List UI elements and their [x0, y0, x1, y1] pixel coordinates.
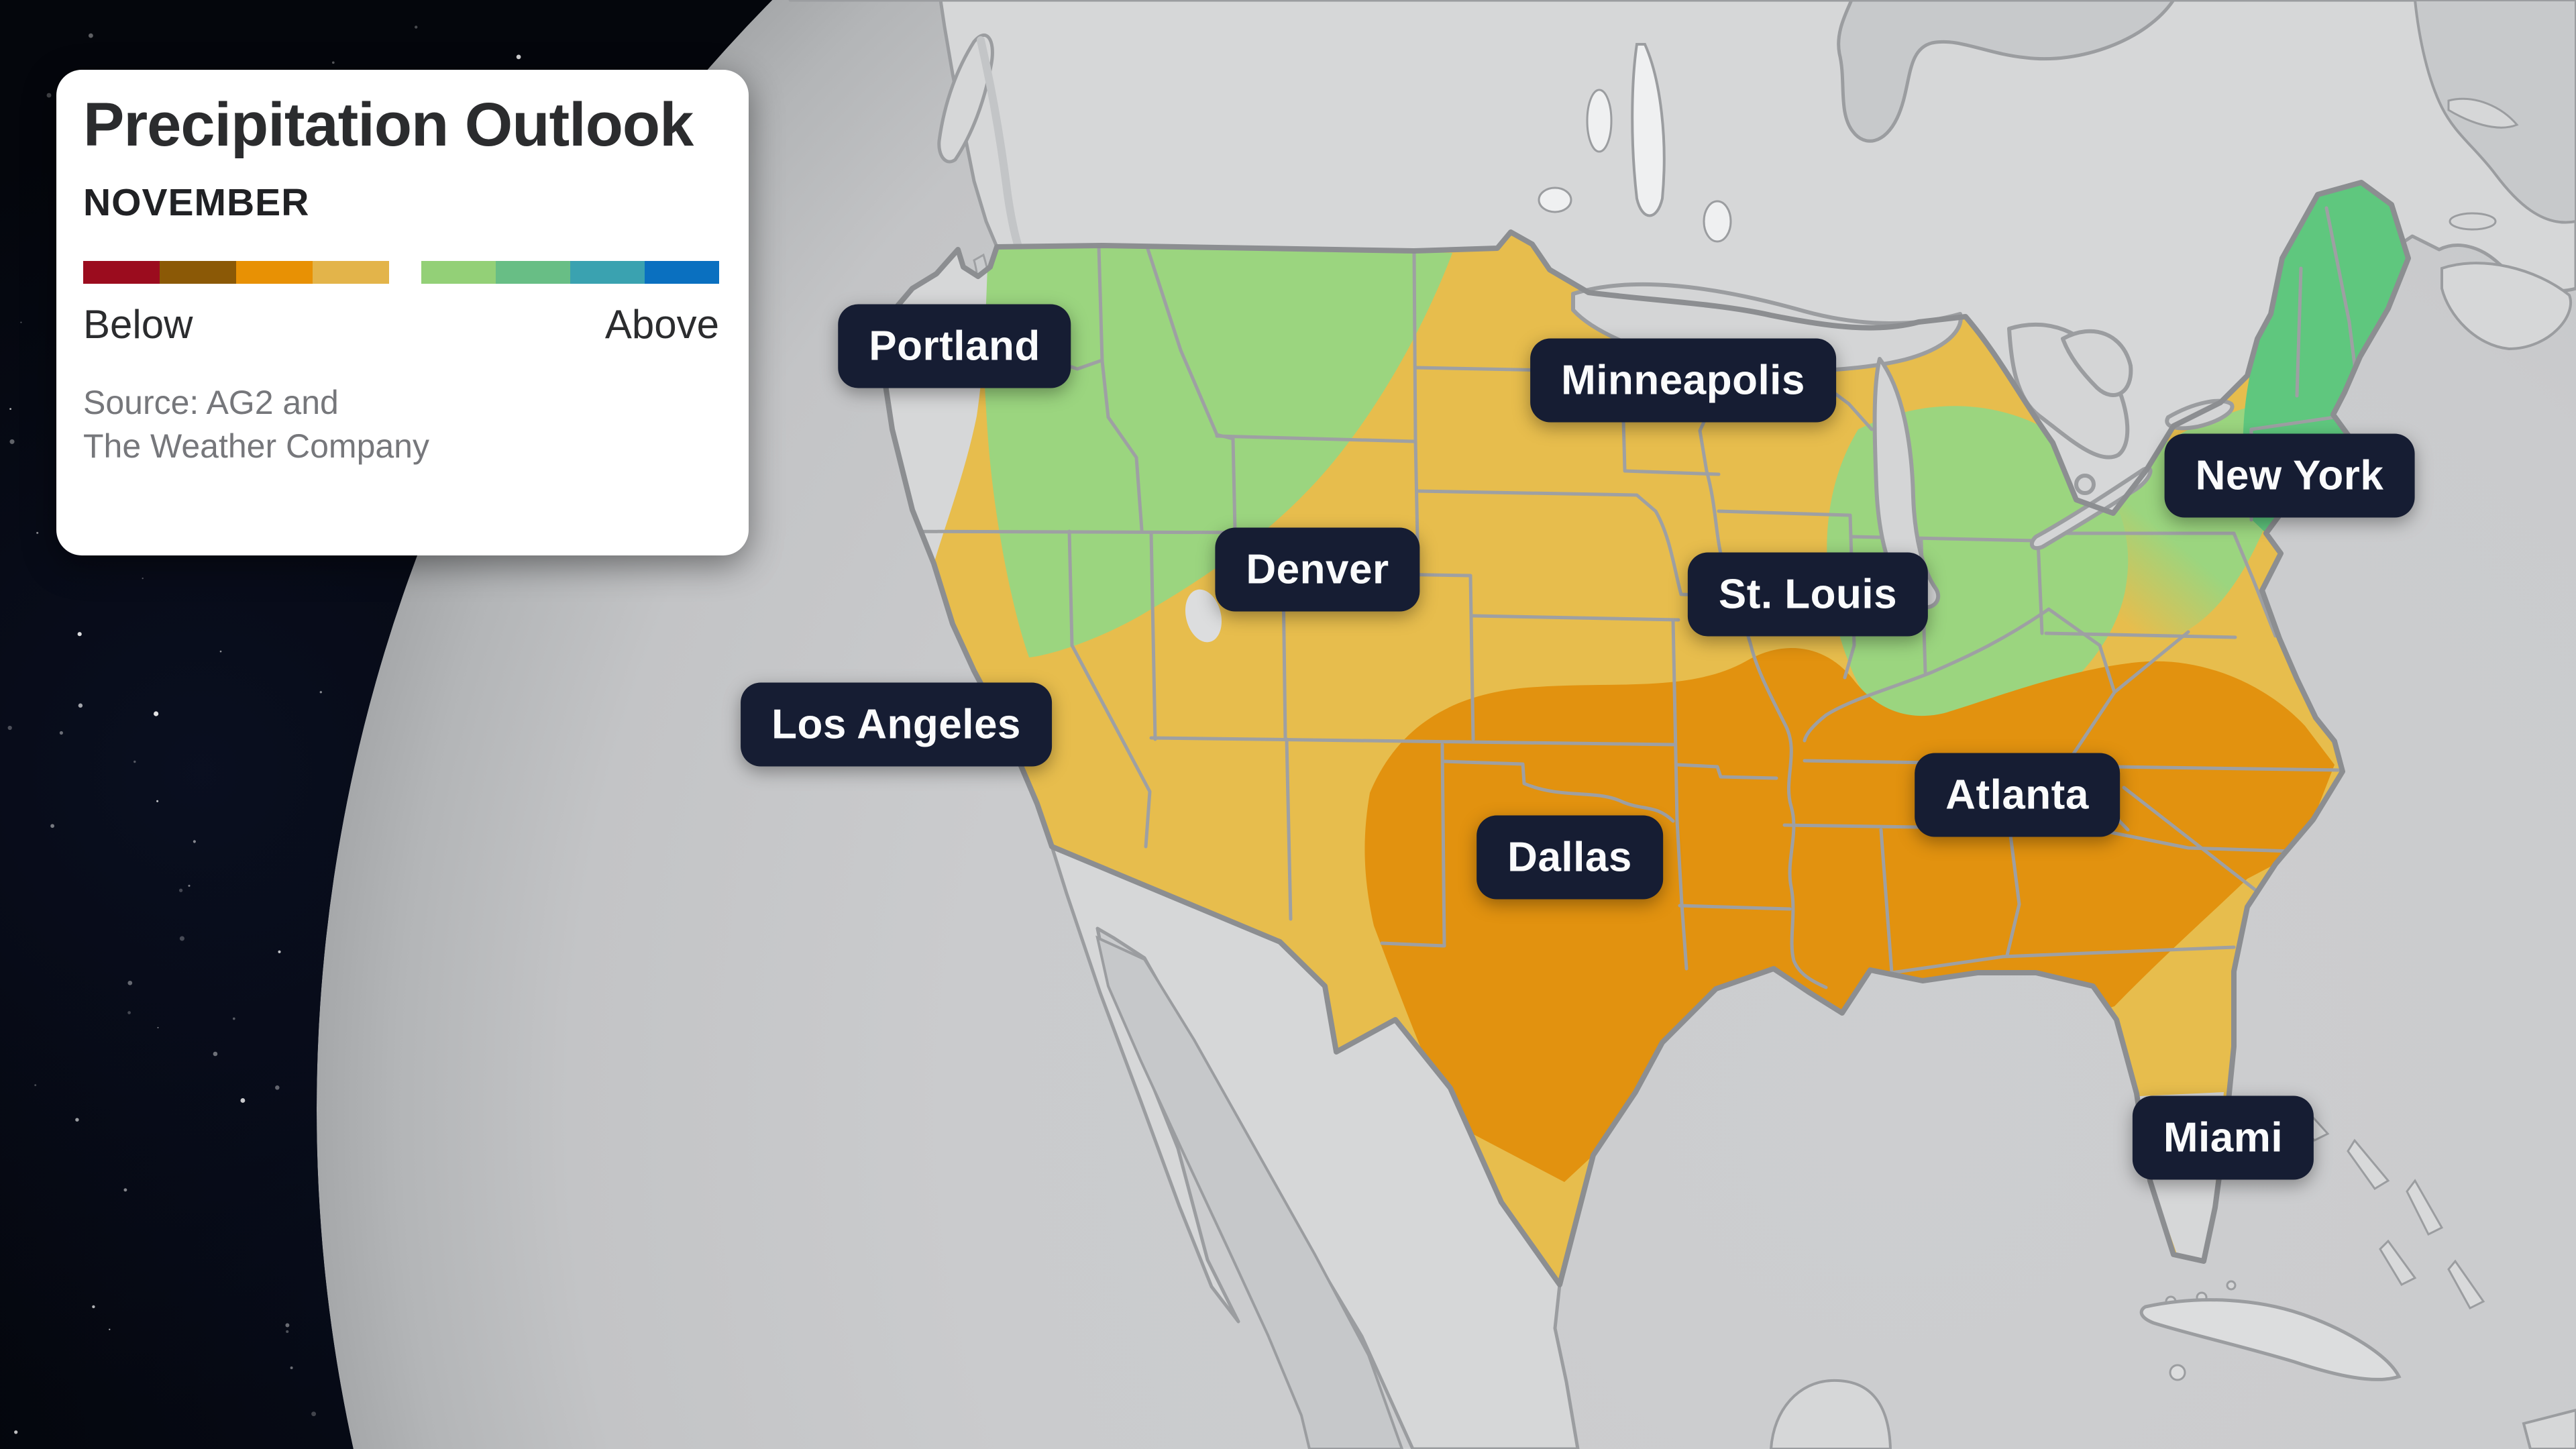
- city-label-minneapolis: Minneapolis: [1530, 338, 1836, 423]
- legend-ramp-above: [421, 260, 719, 284]
- great-salt-lake: [1185, 589, 1222, 643]
- city-label-dallas: Dallas: [1477, 815, 1663, 900]
- lake-nipigon: [1703, 200, 1732, 243]
- gulf-of-california: [1095, 935, 1404, 1449]
- swatch-above-3: [570, 260, 645, 284]
- hudson-james-bay: [1837, 0, 2177, 143]
- city-label-los-angeles: Los Angeles: [741, 682, 1052, 767]
- city-label-denver: Denver: [1215, 527, 1420, 612]
- legend-color-ramp: [83, 260, 722, 284]
- nova-scotia: [2440, 262, 2572, 351]
- swatch-above-1: [421, 260, 496, 284]
- hispaniola: [2522, 1408, 2576, 1449]
- lake-winnipeg: [1631, 43, 1666, 217]
- lake-michigan: [1872, 357, 1941, 610]
- lake-of-the-woods: [1538, 186, 1572, 213]
- region-above-northwest: [982, 238, 1452, 657]
- legend-card: Precipitation Outlook NOVEMBER Below Abo…: [56, 70, 749, 555]
- georgian-bay: [2061, 329, 2133, 397]
- legend-below-label: Below: [83, 301, 193, 347]
- city-label-atlanta: Atlanta: [1915, 753, 2120, 837]
- us-outline: [880, 180, 2411, 1287]
- swatch-below-1: [83, 260, 160, 284]
- swatch-below-4: [313, 260, 389, 284]
- legend-ramp-below: [83, 260, 389, 284]
- legend-title: Precipitation Outlook: [83, 91, 694, 159]
- anticosti-island: [2447, 97, 2519, 129]
- legend-source-line1: Source: AG2 and: [83, 383, 339, 421]
- lake-st-clair: [2074, 474, 2096, 495]
- vancouver-island: [937, 33, 994, 164]
- legend-source-line2: The Weather Company: [83, 427, 429, 465]
- swatch-below-3: [236, 260, 313, 284]
- swatch-above-2: [496, 260, 570, 284]
- cuba: [2139, 1298, 2402, 1381]
- city-label-miami: Miami: [2132, 1095, 2314, 1180]
- legend-subtitle: NOVEMBER: [83, 180, 310, 224]
- prince-edward-island: [2449, 212, 2497, 231]
- city-label-portland: Portland: [838, 304, 1071, 388]
- legend-source: Source: AG2 and The Weather Company: [83, 381, 722, 468]
- swatch-above-4: [645, 260, 719, 284]
- legend-above-label: Above: [604, 301, 719, 347]
- lake-manitoba: [1586, 89, 1613, 153]
- lake-erie: [2029, 466, 2153, 551]
- swatch-below-2: [160, 260, 236, 284]
- city-label-st-louis: St. Louis: [1687, 552, 1929, 637]
- yucatan-peninsula: [1769, 1379, 1892, 1449]
- city-label-new-york: New York: [2164, 433, 2415, 518]
- isle-of-youth: [2169, 1364, 2186, 1381]
